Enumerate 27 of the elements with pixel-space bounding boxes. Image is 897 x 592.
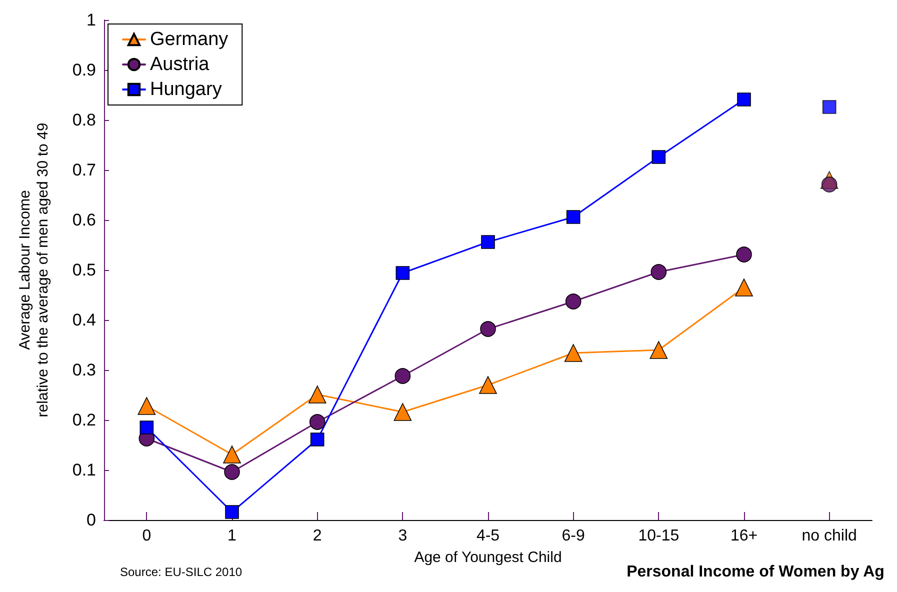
source-note: Source: EU-SILC 2010 bbox=[120, 565, 242, 579]
y-axis-title: Average Labour Income relative to the average of men aged 30 to 49 bbox=[16, 122, 52, 418]
legend-label: Germany bbox=[150, 29, 229, 50]
x-tick-label: 6-9 bbox=[562, 528, 585, 544]
y-tick-label: 0.6 bbox=[72, 210, 96, 230]
text: Personal Income of Women by Ag bbox=[626, 564, 884, 580]
y-tick-label: 0.1 bbox=[72, 460, 96, 480]
y-tick-label: 0.9 bbox=[72, 60, 96, 80]
x-tick-label: 16+ bbox=[730, 528, 758, 544]
y-tick-label: 0.2 bbox=[72, 410, 96, 430]
x-tick-label: 4-5 bbox=[476, 528, 500, 544]
legend-label: Hungary bbox=[150, 79, 222, 100]
x-tick-label: 2 bbox=[312, 528, 322, 544]
x-axis-title: Age of Youngest Child bbox=[414, 549, 562, 566]
y-tick-label: 0.3 bbox=[72, 360, 96, 380]
x-tick-label: 3 bbox=[398, 528, 408, 544]
legend-label: Austria bbox=[150, 54, 210, 75]
x-tick-label: 10-15 bbox=[638, 528, 680, 544]
x-tick-label: 0 bbox=[142, 528, 152, 544]
x-tick-label: no child bbox=[802, 528, 857, 544]
y-tick-label: 1 bbox=[86, 10, 96, 30]
x-tick-label: 1 bbox=[228, 528, 237, 544]
y-tick-label: 0.8 bbox=[72, 110, 96, 130]
y-tick-label: 0 bbox=[86, 510, 96, 530]
y-tick-label: 0.5 bbox=[72, 260, 96, 280]
y-tick-label: 0.7 bbox=[72, 160, 96, 180]
y-tick-label: 0.4 bbox=[72, 310, 96, 330]
